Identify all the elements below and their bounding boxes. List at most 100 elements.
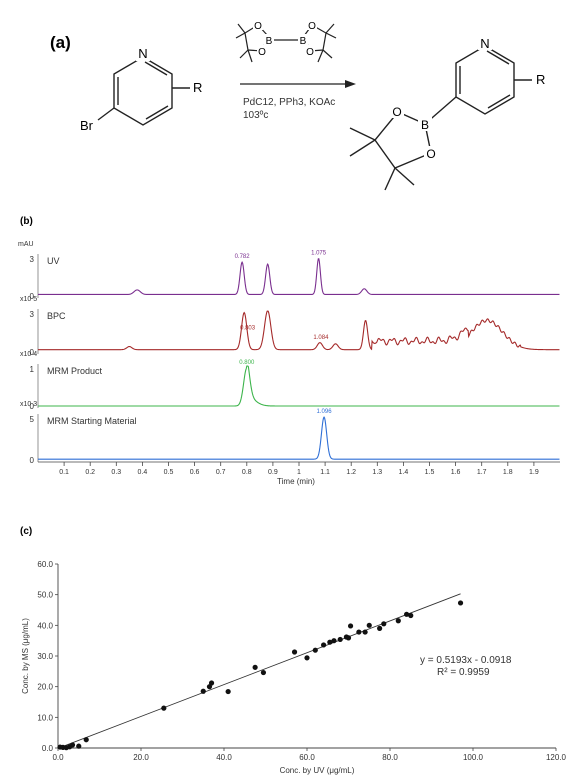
reactant-n-mask bbox=[136, 47, 150, 61]
fit-equation: y = 0.5193x - 0.0918 bbox=[420, 655, 512, 666]
data-point bbox=[161, 705, 167, 711]
x-tick-label: 1.4 bbox=[399, 469, 409, 476]
reagent-o-atom: O bbox=[306, 47, 314, 58]
product-double-bond bbox=[487, 94, 511, 109]
product-n-mask bbox=[478, 36, 492, 50]
x-tick-label: 0.7 bbox=[216, 469, 226, 476]
regression-line bbox=[57, 593, 461, 749]
scatter-x-tick-label: 60.0 bbox=[299, 753, 315, 762]
reagent-b-mask bbox=[264, 34, 274, 46]
trace-y-tick: 1 bbox=[30, 365, 35, 374]
x-tick-label: 0.3 bbox=[111, 469, 121, 476]
product-methyl bbox=[394, 167, 415, 186]
trace-line bbox=[38, 416, 560, 460]
reagent-structure bbox=[235, 23, 337, 63]
peak-label: 1.096 bbox=[317, 409, 333, 415]
scatter-y-tick-label: 10.0 bbox=[37, 713, 53, 722]
x-tick-label: 1.1 bbox=[320, 469, 330, 476]
trace-y-tick: 0 bbox=[30, 402, 35, 411]
product-r-group: R bbox=[536, 72, 545, 87]
reagent-o-mask bbox=[253, 19, 263, 30]
reactant-n-atom: N bbox=[138, 46, 147, 61]
reaction-arrow bbox=[240, 80, 356, 88]
calibration-scatter-plot: 0.0 10.0 20.0 30.0 40.0 50.0 60.0 0.0 20.0 40.0 60… bbox=[21, 560, 567, 775]
reagent-o-mask bbox=[305, 45, 315, 56]
data-point bbox=[225, 688, 231, 695]
scatter-y-tick-label: 40.0 bbox=[37, 621, 53, 630]
scatter-x-tick-label: 40.0 bbox=[216, 753, 232, 762]
reagent-b-atom: B bbox=[300, 36, 307, 47]
reagent-methyl bbox=[237, 23, 246, 34]
panel-c: (c) 0.0 10.0 20.0 30.0 40.0 50.0 60.0 0.0 20.0 40… bbox=[20, 526, 567, 775]
x-tick-label: 0.6 bbox=[190, 469, 200, 476]
scatter-x-axis-label: Conc. by UV (μg/mL) bbox=[280, 766, 355, 775]
reactant-r-group: R bbox=[193, 80, 202, 95]
trace-y-tick: 0 bbox=[30, 348, 35, 357]
x-tick-label: 0.4 bbox=[138, 469, 148, 476]
data-point bbox=[260, 669, 267, 676]
scatter-x-tick-label: 20.0 bbox=[133, 753, 149, 762]
peak-label: 1.075 bbox=[311, 250, 327, 256]
product-o-atom: O bbox=[426, 147, 435, 161]
trace-y-tick: 0 bbox=[30, 456, 35, 465]
scatter-x-tick-label: 120.0 bbox=[546, 753, 567, 762]
product-b-mask bbox=[418, 117, 432, 131]
trace-name: MRM Product bbox=[47, 366, 103, 376]
peak-label: 0.803 bbox=[240, 326, 256, 332]
reactant-pyridine-ring bbox=[113, 56, 173, 126]
fit-r-squared: R² = 0.9959 bbox=[437, 667, 490, 678]
data-point bbox=[331, 638, 337, 644]
peak-label: 1.084 bbox=[313, 335, 329, 341]
scatter-y-tick-label: 50.0 bbox=[37, 591, 53, 600]
x-tick-label: 0.1 bbox=[59, 469, 69, 476]
trace-line bbox=[38, 365, 560, 407]
reactant-structure bbox=[97, 56, 190, 126]
chromatogram-trace-1: 3 0 mAU UV 0.782 1.075 bbox=[18, 241, 560, 301]
x-tick-label: 0.9 bbox=[268, 469, 278, 476]
x-tick-label: 1.9 bbox=[529, 469, 539, 476]
product-n-atom: N bbox=[480, 36, 489, 51]
x-tick-label: 1.8 bbox=[503, 469, 513, 476]
trace-unit-label: x10 5 bbox=[20, 296, 37, 303]
data-point bbox=[327, 639, 333, 645]
data-point bbox=[345, 635, 352, 641]
data-point bbox=[76, 743, 82, 749]
trace-y-tick: 5 bbox=[30, 415, 35, 424]
data-point bbox=[404, 611, 410, 617]
scatter-x-tick-label: 80.0 bbox=[382, 753, 398, 762]
scatter-x-tick-label: 0.0 bbox=[52, 753, 64, 762]
x-tick-label: 1.5 bbox=[425, 469, 435, 476]
product-methyl bbox=[349, 127, 376, 141]
trace-name: MRM Starting Material bbox=[47, 416, 137, 426]
scatter-y-axis-label: Conc. by MS (μg/mL) bbox=[21, 618, 30, 694]
data-point bbox=[457, 600, 464, 606]
product-double-bond bbox=[486, 50, 510, 65]
data-point bbox=[356, 629, 362, 635]
data-point bbox=[362, 629, 368, 635]
x-tick-label: 1.2 bbox=[346, 469, 356, 476]
data-point bbox=[200, 688, 206, 694]
reagent-methyl bbox=[325, 23, 335, 34]
trace-name: UV bbox=[47, 256, 60, 266]
reagent-methyl bbox=[325, 32, 337, 39]
data-point bbox=[321, 642, 327, 648]
data-point bbox=[208, 680, 215, 686]
product-pyridine-ring bbox=[455, 45, 515, 115]
x-tick-label: 0.2 bbox=[85, 469, 95, 476]
x-tick-label: 1 bbox=[297, 469, 301, 476]
peak-label: 0.800 bbox=[239, 360, 255, 366]
reagent-o-atom: O bbox=[254, 21, 262, 32]
data-point bbox=[291, 649, 298, 655]
panel-a-label: (a) bbox=[50, 33, 71, 52]
chromatogram-trace-2: 3 0 x10 5 BPC 0.803 1.084 bbox=[20, 296, 560, 357]
reactant-br-atom: Br bbox=[80, 118, 94, 133]
panel-a: (a) N R Br bbox=[50, 19, 545, 191]
reagent-o-mask bbox=[307, 19, 317, 30]
x-tick-label: 1.6 bbox=[451, 469, 461, 476]
trace-line bbox=[38, 310, 560, 351]
reagent-methyl bbox=[247, 49, 253, 63]
scatter-y-tick-label: 20.0 bbox=[37, 683, 53, 692]
